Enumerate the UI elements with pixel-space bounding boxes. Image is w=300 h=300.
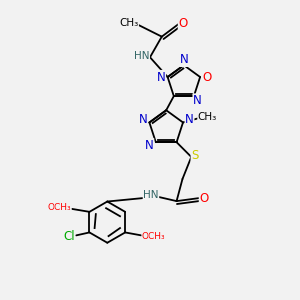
Text: CH₃: CH₃ xyxy=(198,112,217,122)
Text: O: O xyxy=(199,192,208,205)
Text: N: N xyxy=(180,53,189,66)
Text: O: O xyxy=(178,17,188,30)
Text: HN: HN xyxy=(143,190,159,200)
Text: S: S xyxy=(191,149,199,162)
Text: N: N xyxy=(185,113,194,126)
Text: N: N xyxy=(193,94,202,107)
Text: Cl: Cl xyxy=(63,230,75,243)
Text: CH₃: CH₃ xyxy=(119,18,138,28)
Text: N: N xyxy=(157,70,166,83)
Text: O: O xyxy=(202,70,211,83)
Text: N: N xyxy=(139,113,147,126)
Text: OCH₃: OCH₃ xyxy=(142,232,166,242)
Text: N: N xyxy=(145,139,154,152)
Text: HN: HN xyxy=(134,51,149,61)
Text: OCH₃: OCH₃ xyxy=(48,203,71,212)
